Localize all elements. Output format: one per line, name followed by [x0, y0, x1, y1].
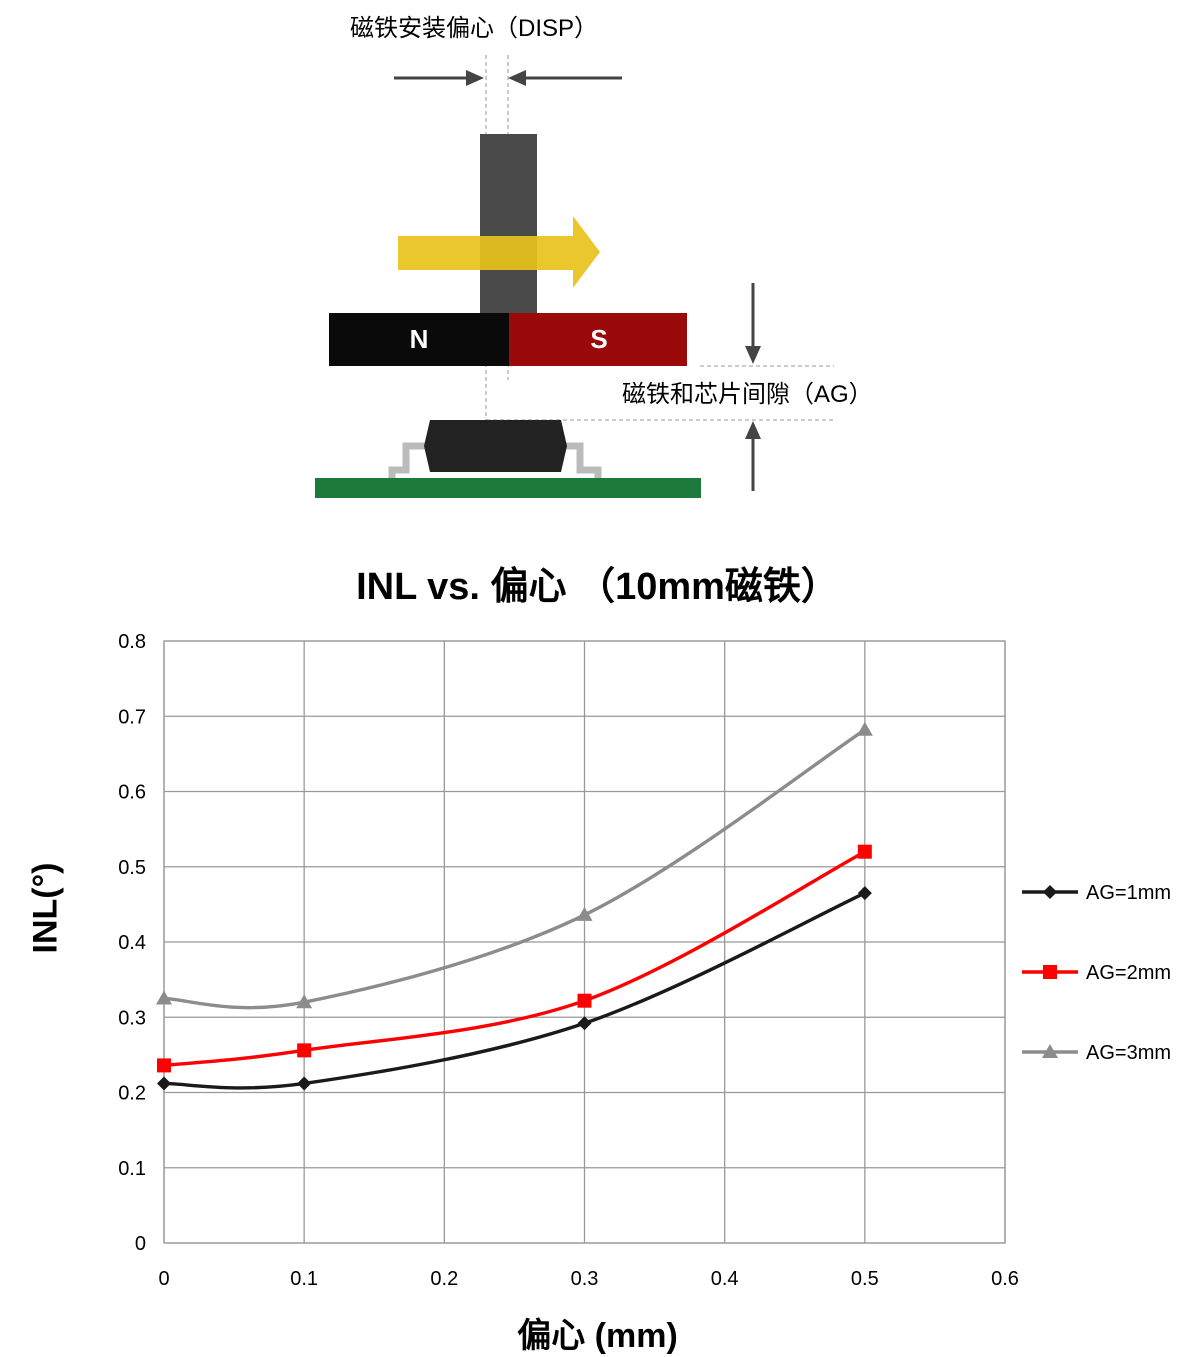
series-line-3 — [163, 728, 866, 1010]
y-tick-label: 0.1 — [118, 1158, 146, 1180]
y-tick-label: 0.6 — [118, 782, 146, 804]
series-line-1 — [163, 891, 866, 1090]
legend-marker-1 — [1043, 885, 1057, 899]
legend-label-2: AG=2mm — [1086, 962, 1171, 984]
magnetic-field-arrow — [398, 216, 600, 288]
plot-area — [163, 640, 1006, 1244]
data-point-2 — [857, 844, 872, 859]
ag-top-arrowhead — [745, 346, 761, 364]
sensor-chip — [424, 420, 567, 472]
pcb — [315, 478, 701, 498]
y-tick-label: 0.3 — [118, 1007, 146, 1029]
data-point-1 — [857, 886, 872, 901]
y-tick-label: 0.4 — [118, 932, 146, 954]
disp-left-arrowhead — [466, 70, 484, 86]
ag-bottom-arrowhead — [745, 421, 761, 439]
data-point-3 — [856, 721, 873, 736]
legend-label-3: AG=3mm — [1086, 1042, 1171, 1064]
data-point-3 — [296, 994, 313, 1009]
x-axis-label: 偏心 (mm) — [517, 1317, 678, 1355]
data-point-2 — [297, 1043, 312, 1058]
x-tick-label: 0.6 — [991, 1268, 1019, 1290]
magnet-diagram: N S — [315, 55, 834, 498]
x-tick-label: 0.5 — [851, 1268, 879, 1290]
legend-marker-3 — [1042, 1044, 1058, 1058]
x-tick-label: 0.2 — [430, 1268, 458, 1290]
data-point-3 — [156, 990, 172, 1005]
series-line-2 — [163, 850, 866, 1068]
y-tick-labels: 0 0.1 0.2 0.3 0.4 0.5 0.6 0.7 0.8 — [118, 631, 146, 1255]
x-tick-label: 0.4 — [711, 1268, 739, 1290]
data-point-1 — [157, 1076, 171, 1091]
ag-label: 磁铁和芯片间隙（AG） — [622, 381, 873, 408]
y-tick-label: 0.8 — [118, 631, 146, 653]
magnet-south — [509, 313, 687, 366]
data-point-1 — [577, 1016, 592, 1031]
chart-series — [156, 721, 873, 1091]
y-tick-label: 0 — [135, 1233, 146, 1255]
data-point-1 — [297, 1076, 312, 1091]
chip-pin-right — [560, 442, 602, 478]
chart-title: INL vs. 偏心 （10mm磁铁） — [356, 566, 839, 608]
magnet-north-label: N — [410, 324, 429, 354]
legend-marker-2 — [1043, 965, 1057, 979]
x-tick-label: 0 — [158, 1268, 169, 1290]
x-tick-label: 0.1 — [290, 1268, 318, 1290]
legend-label-1: AG=1mm — [1086, 882, 1171, 904]
shaft — [480, 134, 537, 314]
chart-grid — [163, 640, 1006, 1244]
data-point-3 — [576, 906, 593, 921]
y-tick-label: 0.5 — [118, 857, 146, 879]
x-tick-label: 0.3 — [571, 1268, 599, 1290]
data-point-2 — [157, 1058, 171, 1073]
chip-pin-left — [388, 442, 428, 478]
magnet-south-label: S — [590, 324, 607, 354]
x-tick-labels: 0 0.1 0.2 0.3 0.4 0.5 0.6 — [158, 1268, 1018, 1290]
y-tick-label: 0.7 — [118, 706, 146, 728]
data-point-2 — [577, 993, 592, 1008]
disp-label: 磁铁安装偏心（DISP） — [350, 15, 599, 42]
y-tick-label: 0.2 — [118, 1083, 146, 1105]
magnet-north — [329, 313, 509, 366]
chart-legend: AG=1mm AG=2mm AG=3mm — [1022, 882, 1171, 1064]
disp-right-arrowhead — [508, 70, 526, 86]
y-axis-label: INL(°) — [26, 862, 65, 954]
